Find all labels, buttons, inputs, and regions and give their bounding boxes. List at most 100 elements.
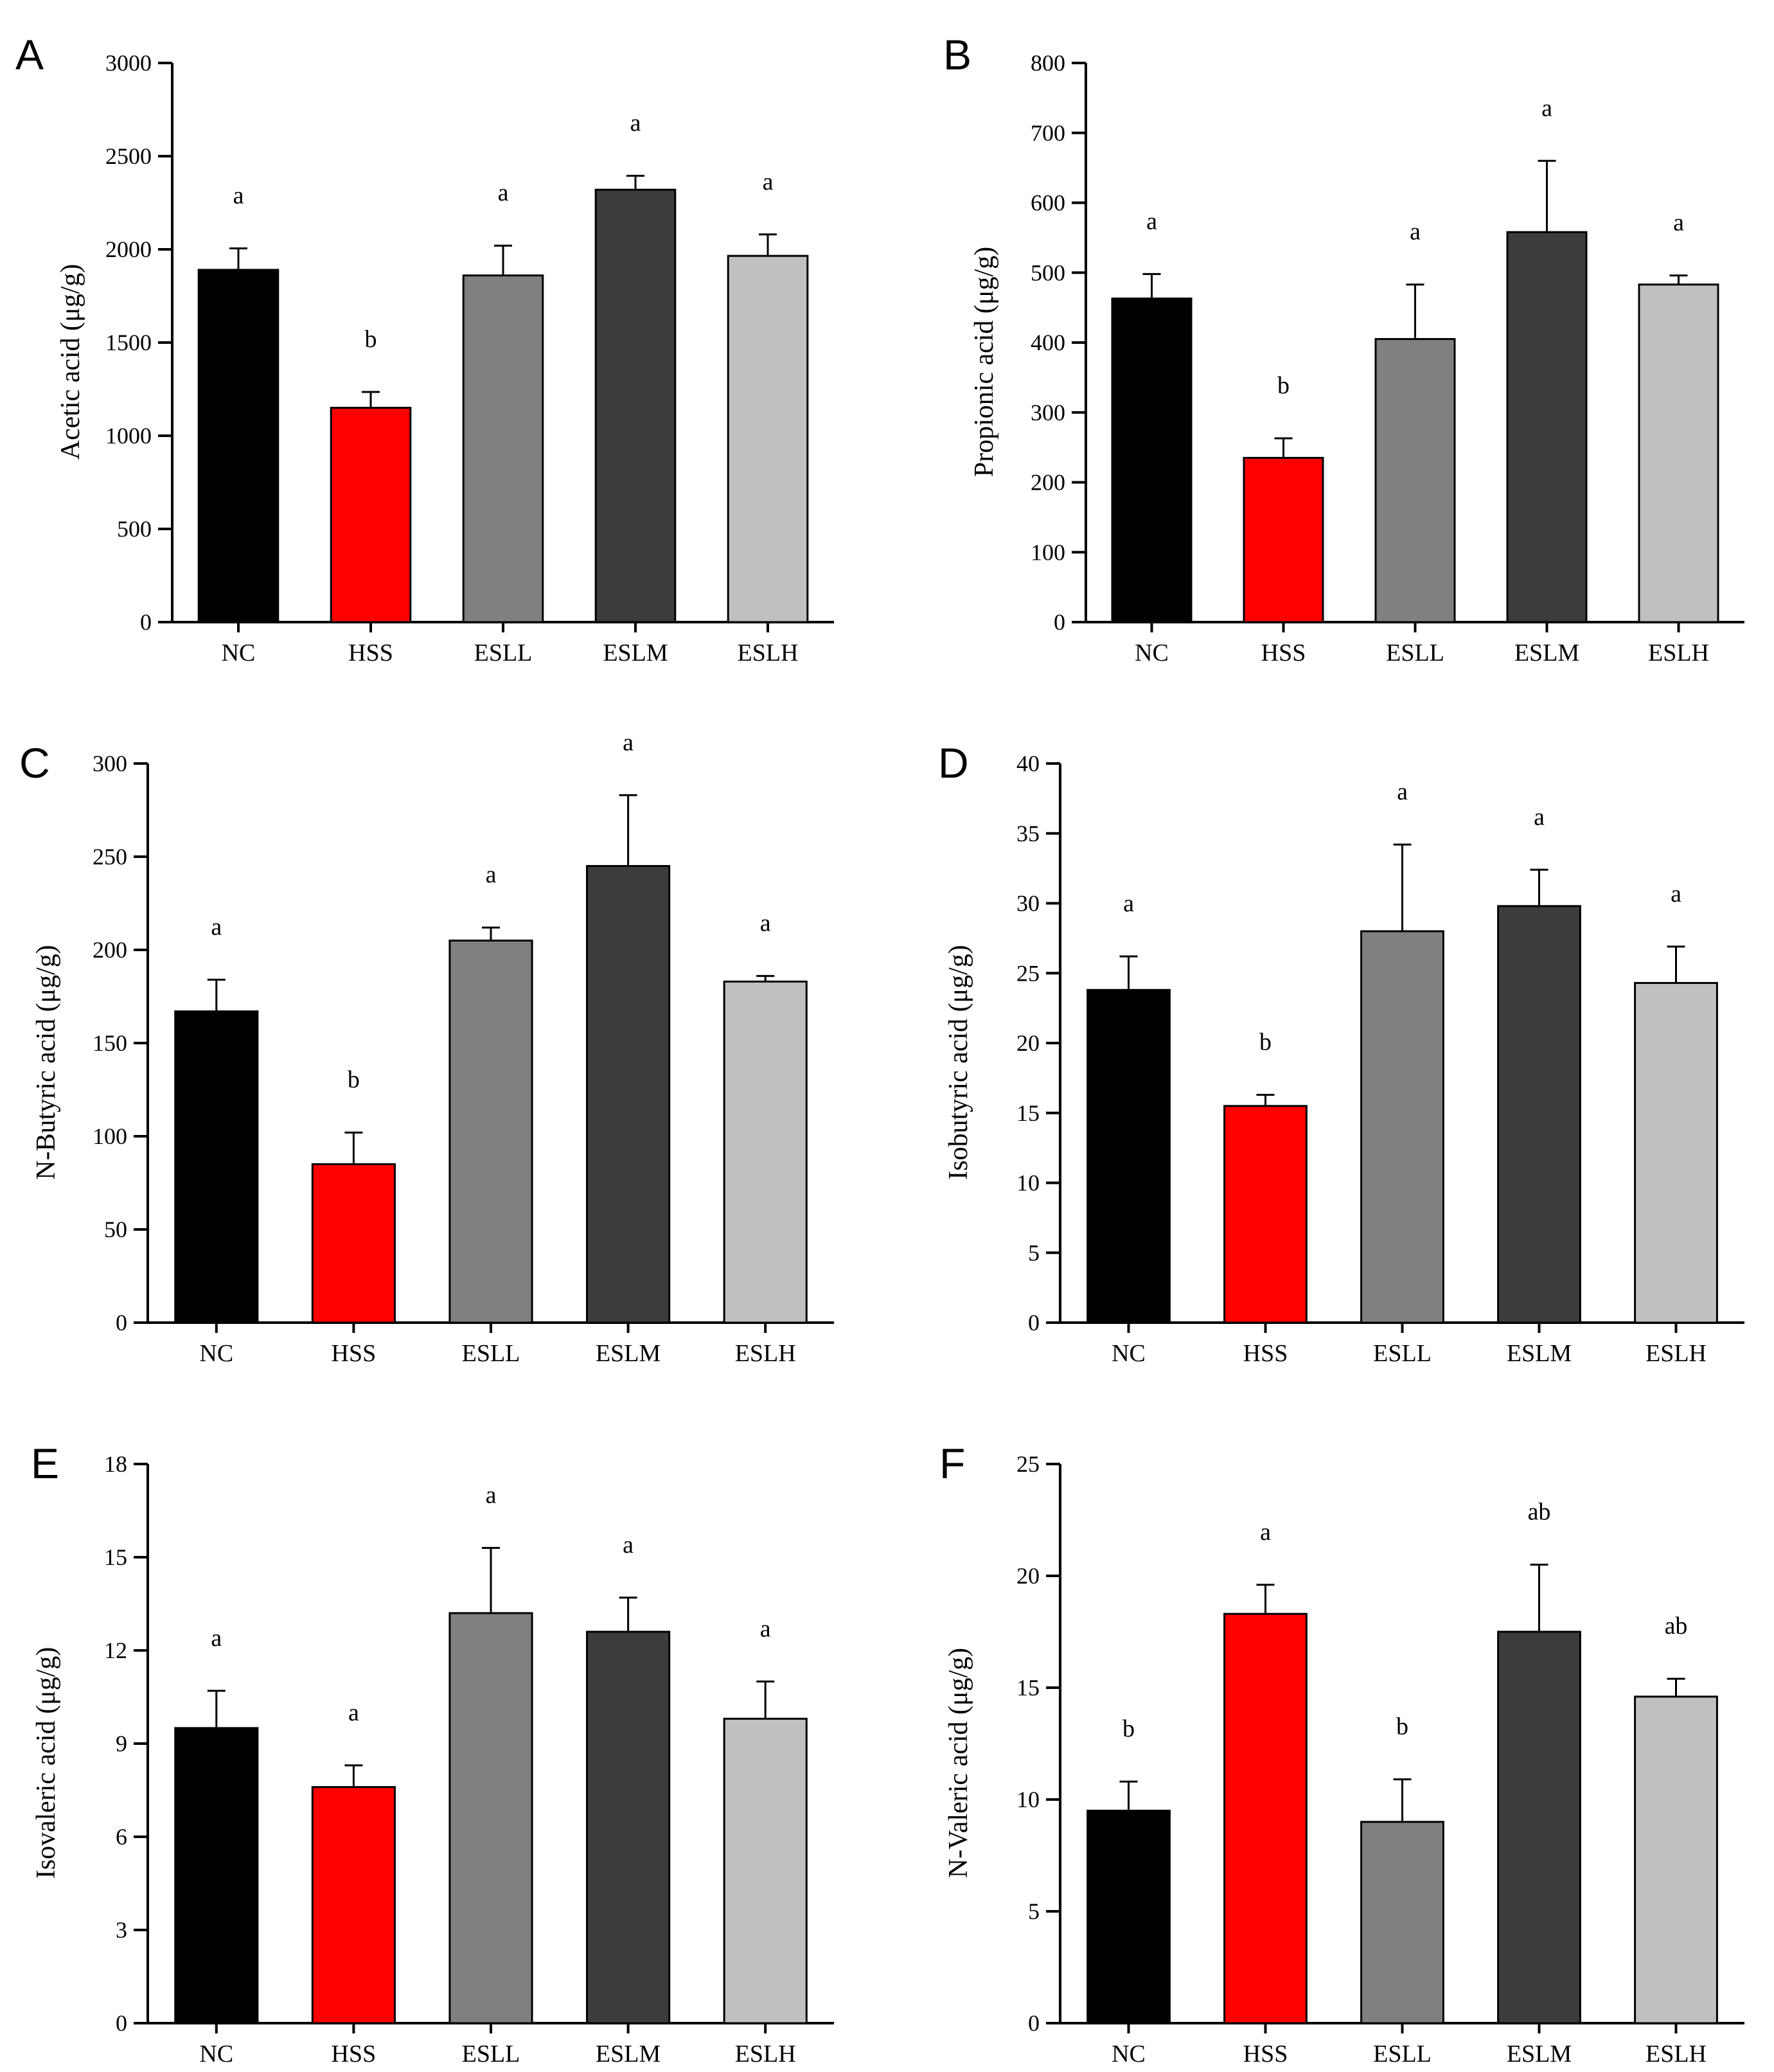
y-tick-label: 50 — [104, 1217, 127, 1242]
significance-label: a — [1410, 219, 1421, 246]
y-tick-label: 18 — [104, 1451, 127, 1477]
significance-label: a — [1146, 208, 1157, 235]
y-tick-label: 5 — [1028, 1898, 1040, 1924]
bar-eslh — [723, 980, 808, 1324]
bar-eslm — [594, 188, 677, 623]
bar-eslh — [727, 255, 809, 623]
x-tick-label: ESLM — [1514, 639, 1579, 666]
x-tick-label: ESLM — [1507, 1340, 1572, 1367]
y-axis-title: Propionic acid (μg/g) — [970, 247, 999, 477]
y-tick-label: 500 — [1031, 260, 1065, 285]
bar-eslm — [1506, 231, 1588, 623]
significance-label: a — [1541, 94, 1552, 121]
y-tick-label: 15 — [1016, 1675, 1040, 1701]
y-tick-label: 35 — [1016, 821, 1040, 846]
y-tick-label: 2000 — [105, 237, 152, 262]
significance-label: b — [1277, 372, 1290, 399]
chart-panel-f: F 0 5 10 15 20 25 N-Valeric acid (μg/g) b NC a HSS b… — [939, 1440, 1744, 2068]
significance-label: a — [760, 910, 771, 937]
y-tick-label: 15 — [1016, 1100, 1040, 1126]
bar-eslh — [1638, 283, 1719, 623]
y-tick-label: 100 — [93, 1123, 127, 1149]
y-axis-title: N-Butyric acid (μg/g) — [31, 945, 61, 1179]
significance-label: a — [211, 913, 222, 940]
bar-esll — [462, 274, 544, 623]
significance-label: a — [498, 179, 509, 206]
bar-eslm — [1497, 1630, 1581, 2024]
y-tick-label: 15 — [104, 1544, 127, 1570]
y-tick-label: 700 — [1031, 120, 1065, 146]
y-tick-label: 600 — [1031, 190, 1065, 216]
y-tick-label: 0 — [140, 609, 152, 635]
significance-label: a — [1534, 803, 1545, 830]
y-tick-label: 12 — [104, 1638, 127, 1663]
y-tick-label: 800 — [1031, 50, 1065, 76]
significance-label: b — [1259, 1028, 1272, 1055]
significance-label: a — [623, 1532, 634, 1558]
bar-eslh — [1634, 981, 1718, 1324]
bar-esll — [1360, 930, 1444, 1324]
significance-label: a — [1397, 778, 1408, 805]
significance-label: a — [630, 109, 641, 136]
bar-nc — [174, 1010, 259, 1324]
y-tick-label: 0 — [116, 2010, 127, 2036]
x-tick-label: HSS — [332, 1340, 377, 1367]
y-tick-label: 6 — [116, 1824, 127, 1850]
y-tick-label: 200 — [93, 937, 127, 963]
y-axis-title: Isobutyric acid (μg/g) — [944, 945, 973, 1179]
y-tick-label: 3000 — [105, 50, 152, 76]
y-tick-label: 200 — [1031, 470, 1065, 496]
significance-label: a — [1673, 210, 1684, 237]
bar-esll — [1374, 338, 1456, 623]
x-tick-label: ESLH — [735, 2041, 796, 2068]
chart-panel-d: D 0 5 10 15 20 25 30 35 40 Isobutyric acid (μg/g) a… — [938, 739, 1744, 1367]
y-tick-label: 300 — [1031, 400, 1065, 425]
x-tick-label: HSS — [1243, 1340, 1288, 1367]
x-tick-label: NC — [1112, 2041, 1146, 2068]
significance-label: b — [365, 326, 377, 353]
bar-eslm — [1497, 905, 1581, 1324]
y-tick-label: 0 — [1028, 2010, 1040, 2036]
y-tick-label: 2500 — [105, 143, 152, 169]
y-tick-label: 9 — [116, 1731, 127, 1756]
significance-label: a — [760, 1615, 771, 1642]
x-tick-label: ESLH — [738, 639, 799, 666]
bar-hss — [1223, 1105, 1308, 1324]
panel-letter: C — [19, 739, 50, 787]
significance-label: a — [623, 729, 634, 756]
significance-label: a — [1123, 890, 1134, 917]
y-tick-label: 20 — [1016, 1030, 1040, 1056]
significance-label: a — [348, 1699, 359, 1726]
chart-panel-a: A 0 500 1000 1500 2000 2500 3000 Acetic acid (μg… — [15, 31, 834, 666]
x-tick-label: HSS — [332, 2041, 377, 2068]
x-tick-label: ESLL — [462, 1340, 520, 1367]
x-tick-label: ESLL — [462, 2041, 520, 2068]
panel-letter: E — [31, 1440, 59, 1487]
y-tick-label: 1000 — [105, 423, 152, 449]
bar-nc — [1087, 1809, 1171, 2024]
significance-label: b — [348, 1066, 360, 1093]
significance-label: b — [1122, 1715, 1135, 1742]
x-tick-label: ESLM — [1507, 2041, 1572, 2068]
x-tick-label: HSS — [1243, 2041, 1288, 2068]
y-tick-label: 5 — [1028, 1240, 1040, 1265]
y-tick-label: 30 — [1016, 891, 1040, 916]
x-tick-label: ESLH — [1645, 2041, 1707, 2068]
significance-label: a — [1260, 1519, 1271, 1546]
x-tick-label: HSS — [1261, 639, 1306, 666]
y-axis-title: Isovaleric acid (μg/g) — [31, 1647, 61, 1879]
chart-panel-e: E 0 3 6 9 12 15 18 Isovaleric acid (μg/g) a NC a HSS… — [31, 1440, 834, 2068]
y-tick-label: 0 — [1028, 1310, 1040, 1335]
y-tick-label: 3 — [116, 1917, 127, 1943]
bar-esll — [448, 940, 533, 1324]
y-tick-label: 10 — [1016, 1787, 1040, 1812]
bar-hss — [1223, 1612, 1308, 2024]
y-tick-label: 10 — [1016, 1170, 1040, 1196]
significance-label: a — [486, 1482, 497, 1509]
x-tick-label: NC — [199, 1340, 233, 1367]
significance-label: a — [233, 183, 244, 210]
y-tick-label: 0 — [116, 1310, 127, 1335]
bar-hss — [330, 407, 412, 623]
chart-panel-b: B 0 100 200 300 400 500 600 700 800 Propionic acid… — [943, 31, 1744, 666]
